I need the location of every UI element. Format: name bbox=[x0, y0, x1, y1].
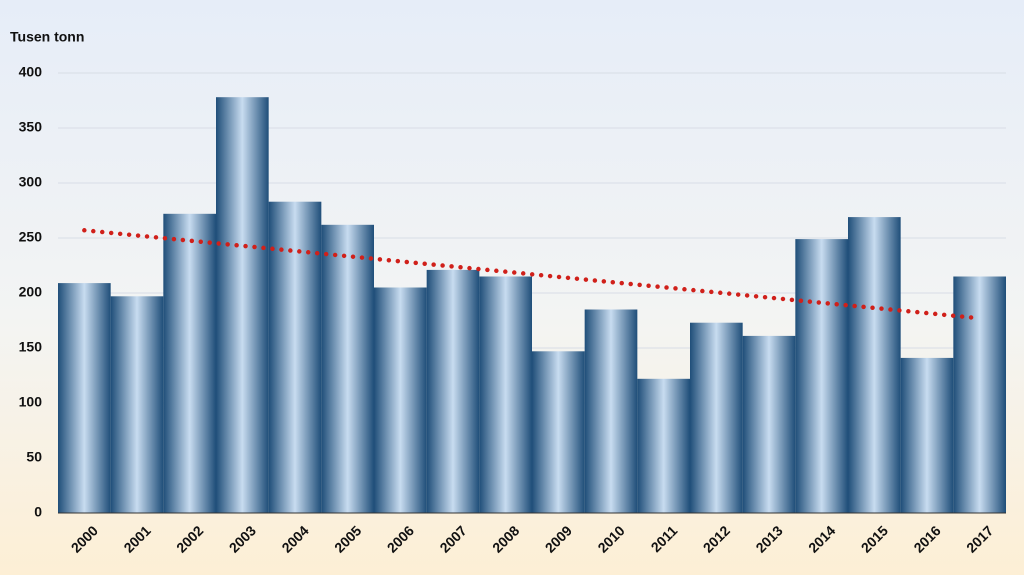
bar bbox=[795, 239, 848, 513]
y-tick-label: 200 bbox=[19, 284, 43, 300]
bar bbox=[426, 269, 480, 513]
bar bbox=[848, 217, 901, 513]
bar bbox=[742, 335, 796, 513]
bar bbox=[321, 224, 374, 514]
bar bbox=[163, 213, 216, 514]
bar bbox=[690, 322, 743, 513]
bar bbox=[900, 357, 954, 513]
y-tick-label: 100 bbox=[19, 394, 43, 410]
bar bbox=[637, 378, 690, 513]
bar bbox=[374, 287, 427, 513]
y-tick-label: 0 bbox=[34, 504, 42, 520]
y-tick-label: 250 bbox=[19, 229, 43, 245]
bar bbox=[532, 351, 585, 513]
bar bbox=[953, 276, 1006, 513]
bar bbox=[479, 276, 532, 513]
y-tick-label: 150 bbox=[19, 339, 43, 355]
y-axis-title: Tusen tonn bbox=[10, 29, 84, 45]
y-tick-label: 300 bbox=[19, 174, 43, 190]
bar bbox=[58, 283, 111, 513]
bar bbox=[584, 309, 638, 513]
bar bbox=[216, 97, 269, 513]
y-tick-label: 350 bbox=[19, 119, 43, 135]
y-tick-label: 400 bbox=[19, 64, 43, 80]
bar bbox=[110, 296, 164, 513]
y-tick-label: 50 bbox=[26, 449, 42, 465]
bar bbox=[268, 201, 322, 513]
trend-line bbox=[82, 228, 982, 321]
